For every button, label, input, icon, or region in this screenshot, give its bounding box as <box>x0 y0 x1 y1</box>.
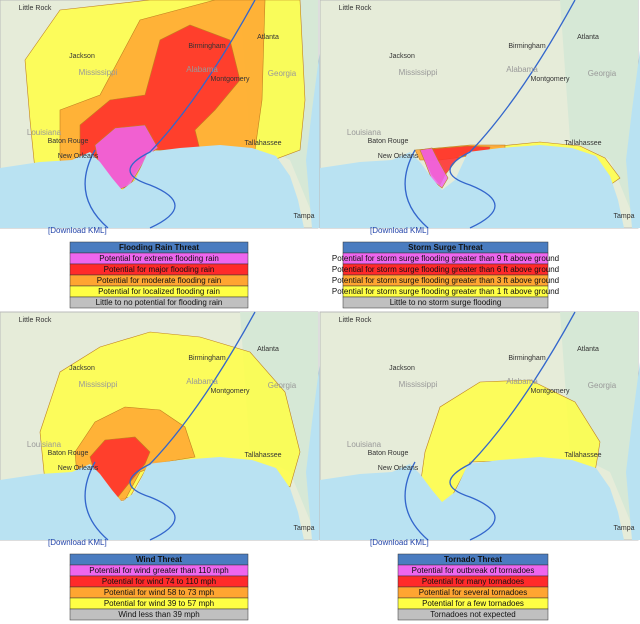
forecast-cone <box>404 311 576 541</box>
legend-row-label: Little to no storm surge flooding <box>390 298 502 307</box>
state-label: Louisiana <box>27 128 62 137</box>
legend-row <box>69 296 249 309</box>
city-label: New Orleans <box>58 465 99 472</box>
map-panel: Little Rock Birmingham Atlanta Jackson Montg… <box>319 0 640 235</box>
legend-row-label: Potential for wind 39 to 57 mph <box>104 599 214 608</box>
city-label: Atlanta <box>257 346 279 353</box>
city-label: Tampa <box>293 213 314 220</box>
city-label: Montgomery <box>211 76 250 83</box>
forecast-cone <box>404 0 576 229</box>
forecast-cone <box>84 0 256 229</box>
legend-row-label: Potential for moderate flooding rain <box>97 276 222 285</box>
forecast-cone <box>84 311 256 541</box>
state-label: Mississippi <box>399 380 438 389</box>
legend-row <box>342 296 549 309</box>
atlantic-water <box>626 362 640 540</box>
download-link[interactable]: [Download KML] <box>48 538 107 547</box>
legend-row-label: Potential for wind 74 to 110 mph <box>102 577 216 586</box>
city-label: New Orleans <box>378 465 419 472</box>
city-label: New Orleans <box>58 153 99 160</box>
legend-row-label: Potential for wind 58 to 73 mph <box>104 588 214 597</box>
city-label: Montgomery <box>211 388 250 395</box>
legend-row <box>397 608 549 621</box>
legend-row-label: Potential for a few tornadoes <box>422 599 524 608</box>
state-tint <box>520 0 638 228</box>
legend-row-label: Potential for storm surge flooding great… <box>332 254 559 263</box>
city-label: Little Rock <box>19 5 52 12</box>
city-label: Baton Rouge <box>48 138 89 145</box>
city-label: Montgomery <box>531 388 570 395</box>
atlantic-water <box>306 362 320 540</box>
state-label: Alabama <box>186 377 218 386</box>
state-label: Mississippi <box>79 380 118 389</box>
city-label: Jackson <box>389 53 415 60</box>
state-label: Georgia <box>588 381 617 390</box>
legend-title: Wind Threat <box>136 555 182 564</box>
state-label: Georgia <box>268 381 297 390</box>
download-link[interactable]: [Download KML] <box>48 226 107 235</box>
state-label: Georgia <box>588 69 617 78</box>
city-label: New Orleans <box>378 153 419 160</box>
city-label: Jackson <box>69 365 95 372</box>
city-label: Little Rock <box>339 5 372 12</box>
state-label: Mississippi <box>79 68 118 77</box>
city-label: Birmingham <box>508 355 546 362</box>
city-label: Baton Rouge <box>368 450 409 457</box>
city-label: Baton Rouge <box>48 450 89 457</box>
legend-row-label: Little to no potential for flooding rain <box>96 298 223 307</box>
download-link[interactable]: [Download KML] <box>370 538 429 547</box>
state-label: Mississippi <box>399 68 438 77</box>
city-label: Tampa <box>613 213 634 220</box>
city-label: Baton Rouge <box>368 138 409 145</box>
legend-row-label: Wind less than 39 mph <box>118 610 199 619</box>
city-label: Montgomery <box>531 76 570 83</box>
legend-row-label: Potential for wind greater than 110 mph <box>89 566 229 575</box>
state-label: Georgia <box>268 69 297 78</box>
state-label: Alabama <box>186 65 218 74</box>
state-label: Louisiana <box>347 440 382 449</box>
map-panel: Little Rock Birmingham Atlanta Jackson Montg… <box>319 311 640 547</box>
state-label: Alabama <box>506 377 538 386</box>
legend-row <box>69 608 249 621</box>
legend-title: Tornado Threat <box>444 555 502 564</box>
legend-title: Storm Surge Threat <box>408 243 483 252</box>
city-label: Atlanta <box>577 346 599 353</box>
legend-row-label: Potential for extreme flooding rain <box>99 254 219 263</box>
city-label: Tampa <box>613 525 634 532</box>
city-label: Tallahassee <box>565 452 602 459</box>
legend-row-label: Tornadoes not expected <box>430 610 515 619</box>
city-label: Birmingham <box>188 355 226 362</box>
city-label: Tampa <box>293 525 314 532</box>
download-link[interactable]: [Download KML] <box>370 226 429 235</box>
state-label: Louisiana <box>27 440 62 449</box>
legend-row-label: Potential for storm surge flooding great… <box>332 265 559 274</box>
city-label: Birmingham <box>508 43 546 50</box>
legend-row-label: Potential for storm surge flooding great… <box>332 287 559 296</box>
map-panel: Little Rock Birmingham Atlanta Jackson Montg… <box>0 311 320 547</box>
city-label: Atlanta <box>257 34 279 41</box>
legend-row-label: Potential for major flooding rain <box>104 265 215 274</box>
legend-row-label: Potential for several tornadoes <box>419 588 528 597</box>
city-label: Little Rock <box>339 317 372 324</box>
city-label: Tallahassee <box>565 140 602 147</box>
map-panel: Little Rock Birmingham Atlanta Jackson Montg… <box>0 0 320 235</box>
legend-row-label: Potential for localized flooding rain <box>98 287 220 296</box>
legend-row-label: Potential for many tornadoes <box>422 577 524 586</box>
city-label: Jackson <box>389 365 415 372</box>
city-label: Birmingham <box>188 43 226 50</box>
legend-row-label: Potential for outbreak of tornadoes <box>412 566 535 575</box>
city-label: Tallahassee <box>245 452 282 459</box>
city-label: Little Rock <box>19 317 52 324</box>
city-label: Tallahassee <box>245 140 282 147</box>
legend-row-label: Potential for storm surge flooding great… <box>332 276 559 285</box>
state-label: Louisiana <box>347 128 382 137</box>
legend-title: Flooding Rain Threat <box>119 243 199 252</box>
threat-area <box>419 147 449 189</box>
city-label: Jackson <box>69 53 95 60</box>
atlantic-water <box>306 50 320 228</box>
city-label: Atlanta <box>577 34 599 41</box>
atlantic-water <box>626 50 640 228</box>
state-label: Alabama <box>506 65 538 74</box>
